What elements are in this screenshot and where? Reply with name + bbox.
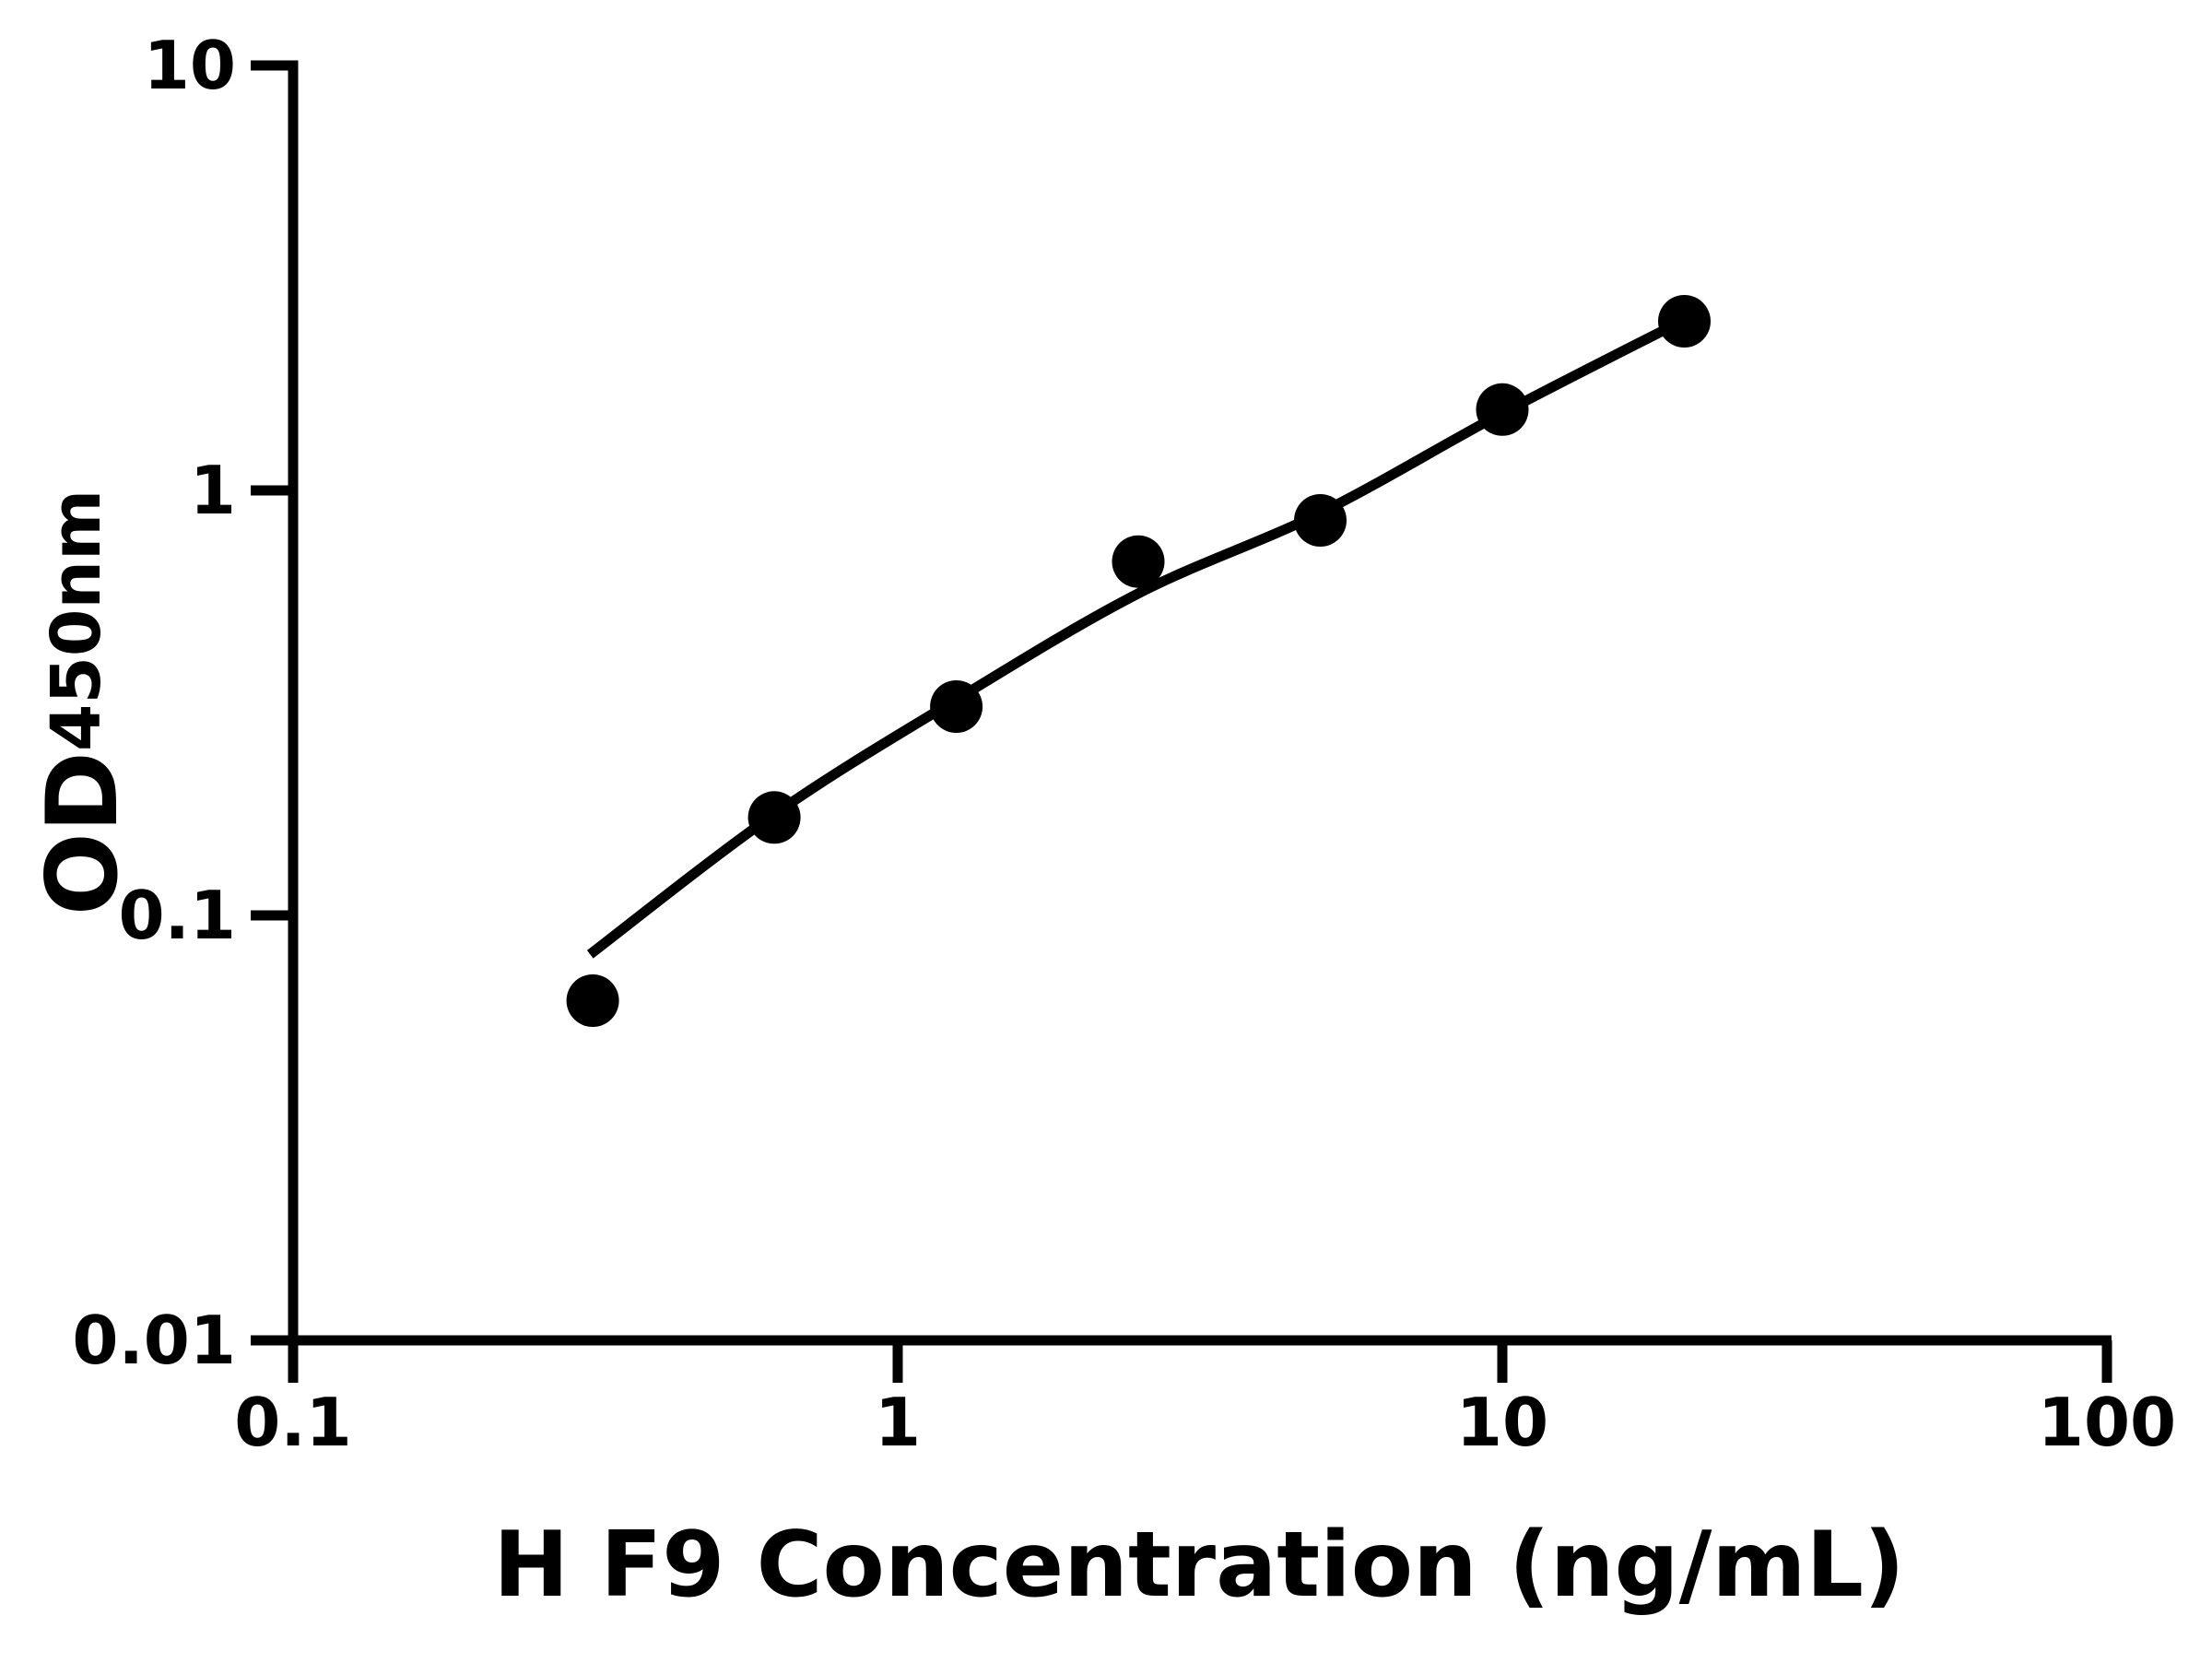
y-axis-ticks: 0.01 0.1 1 10 bbox=[72, 27, 293, 1379]
data-point-marker bbox=[747, 791, 801, 844]
axes bbox=[288, 60, 2112, 1346]
y-axis-title: OD450nm bbox=[26, 489, 139, 915]
x-tick-label: 0.1 bbox=[234, 1384, 352, 1461]
x-axis-title: H F9 Concentration (ng/mL) bbox=[493, 1513, 1905, 1618]
data-point-marker bbox=[566, 974, 619, 1027]
data-point-marker bbox=[1476, 383, 1529, 436]
x-tick-label: 1 bbox=[875, 1384, 921, 1461]
data-points bbox=[566, 295, 1711, 1027]
y-tick-label: 10 bbox=[144, 27, 236, 104]
y-tick-label: 0.1 bbox=[118, 877, 236, 954]
y-tick-label: 0.01 bbox=[72, 1302, 236, 1379]
y-axis-title-main: OD bbox=[26, 751, 139, 915]
data-point-marker bbox=[1294, 494, 1347, 547]
data-point-marker bbox=[1658, 295, 1711, 348]
x-axis-ticks: 0.1 1 10 100 bbox=[234, 1340, 2176, 1461]
data-point-marker bbox=[930, 680, 983, 733]
y-axis-title-subscript: 450nm bbox=[37, 489, 116, 751]
data-point-marker bbox=[1112, 535, 1165, 588]
x-tick-label: 100 bbox=[2038, 1384, 2176, 1461]
y-tick-label: 1 bbox=[190, 452, 236, 529]
x-tick-label: 10 bbox=[1456, 1384, 1548, 1461]
